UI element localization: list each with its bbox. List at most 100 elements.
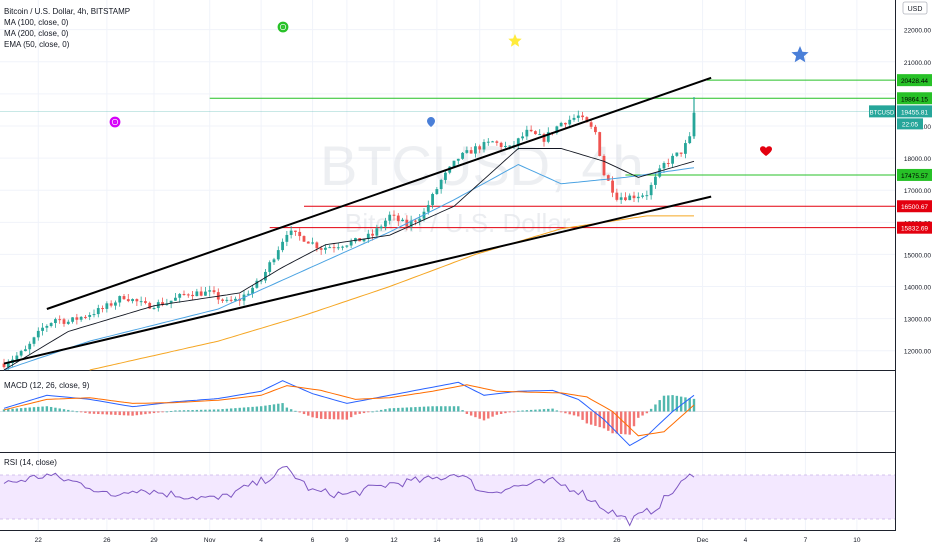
watermark-symbol: BTCUSD, 4h [320, 134, 644, 197]
macd-histogram-bar [598, 411, 601, 428]
grid [0, 0, 932, 531]
countdown-bg [897, 118, 923, 130]
candle [169, 300, 173, 304]
time-tick-label: 26 [613, 537, 621, 544]
candle [161, 302, 164, 306]
candle [178, 293, 182, 298]
star-icon-yellow[interactable] [508, 34, 522, 47]
price-tick-label: 14000.00 [904, 285, 931, 292]
macd-histogram-bar [461, 410, 464, 412]
candle [28, 343, 32, 350]
macd-histogram-bar [607, 411, 610, 431]
macd-histogram-bar [311, 411, 314, 418]
macd-histogram-bar [427, 406, 430, 412]
macd-histogram-bar [512, 411, 516, 413]
macd-histogram-bar [469, 411, 473, 416]
candle [345, 245, 349, 247]
macd-histogram-bar [294, 410, 297, 412]
candle [298, 231, 302, 237]
time-tick-label: 4 [744, 537, 748, 544]
level-price-label-bg [897, 92, 932, 105]
macd-histogram-bar [508, 411, 511, 413]
candle [191, 294, 194, 297]
candle [122, 296, 126, 300]
candle [396, 215, 400, 222]
candle [6, 363, 10, 368]
candle [418, 218, 422, 222]
indicator-ma200[interactable]: MA (200, close, 0) [4, 29, 69, 38]
macd-legend[interactable]: MACD (12, 26, close, 9) [4, 381, 90, 390]
time-tick-label: 6 [311, 537, 315, 544]
candle [504, 145, 507, 148]
candle [96, 308, 100, 315]
time-tick-label: 9 [345, 537, 349, 544]
currency-label: USD [908, 6, 923, 13]
macd-histogram-bar [422, 406, 426, 412]
drawing-icons[interactable] [109, 21, 809, 156]
macd-histogram-bar [594, 411, 597, 426]
indicator-ema50[interactable]: EMA (50, close, 0) [4, 40, 70, 49]
trendline-lower[interactable] [3, 195, 712, 365]
candle [671, 155, 674, 164]
candle [204, 291, 207, 296]
target-icon-green[interactable] [281, 25, 285, 29]
heart-icon-red[interactable] [760, 146, 772, 156]
symbol-tag[interactable]: BTCUSD [870, 110, 895, 116]
candle [19, 351, 23, 356]
price-axis[interactable]: 12000.0013000.0014000.0015000.0016000.00… [869, 0, 932, 531]
macd-histogram-bar [49, 406, 53, 412]
macd-histogram-bar [619, 411, 623, 434]
macd-histogram-bar [92, 411, 96, 414]
macd-histogram-bar [525, 410, 529, 412]
time-axis[interactable]: 22 26 29 Nov 4 6 9 12 14 16 19 23 26 Dec 4 7 10 [35, 537, 861, 544]
countdown-label: 22:05 [902, 121, 919, 128]
pin-icon-blue[interactable] [427, 117, 435, 127]
candle [456, 158, 460, 161]
candle [645, 195, 649, 197]
macd-histogram-bar [259, 406, 263, 412]
price-tick-label: 22000.00 [904, 28, 931, 35]
macd-histogram-bar [414, 407, 417, 412]
macd-histogram-bar [504, 411, 507, 414]
trendline-upper[interactable] [46, 76, 712, 310]
candle [259, 280, 263, 282]
candle [349, 241, 353, 246]
target-icon-magenta[interactable] [113, 120, 117, 124]
trendlines[interactable] [3, 76, 712, 365]
macd-histogram-bar [161, 411, 164, 413]
macd-histogram-bar [375, 410, 379, 412]
macd-histogram-bar [564, 411, 567, 414]
macd-histogram-bar [84, 411, 87, 413]
macd-histogram-bar [418, 406, 421, 412]
macd-histogram-bar [264, 405, 267, 412]
candle [414, 220, 417, 222]
candle [328, 247, 332, 249]
currency-box[interactable] [902, 1, 928, 15]
macd-histogram-bar [139, 411, 143, 415]
star-icon-blue[interactable] [791, 46, 809, 63]
candle [431, 193, 434, 206]
level-price-label-bg [897, 168, 932, 181]
candle [542, 134, 546, 142]
candle [84, 316, 87, 318]
candle [92, 314, 96, 316]
candle [401, 219, 404, 222]
candle [439, 179, 443, 190]
rsi-legend[interactable]: RSI (14, close) [4, 458, 57, 467]
price-tick-label: 17000.00 [904, 188, 931, 195]
macd-histogram-bar [11, 408, 14, 412]
macd-histogram-bar [289, 409, 293, 412]
symbol-title[interactable]: Bitcoin / U.S. Dollar, 4h, BITSTAMP [4, 7, 131, 16]
time-tick-label: 29 [150, 537, 158, 544]
candle [628, 195, 632, 201]
macd-histogram-bar [54, 407, 57, 412]
signal-line [3, 384, 695, 437]
candle [379, 226, 383, 229]
indicator-ma100[interactable]: MA (100, close, 0) [4, 18, 69, 27]
candle [336, 247, 340, 249]
macd-histogram-bar [195, 409, 199, 412]
candle [654, 176, 657, 185]
macd-histogram-bar [405, 407, 409, 412]
candle [24, 349, 27, 352]
